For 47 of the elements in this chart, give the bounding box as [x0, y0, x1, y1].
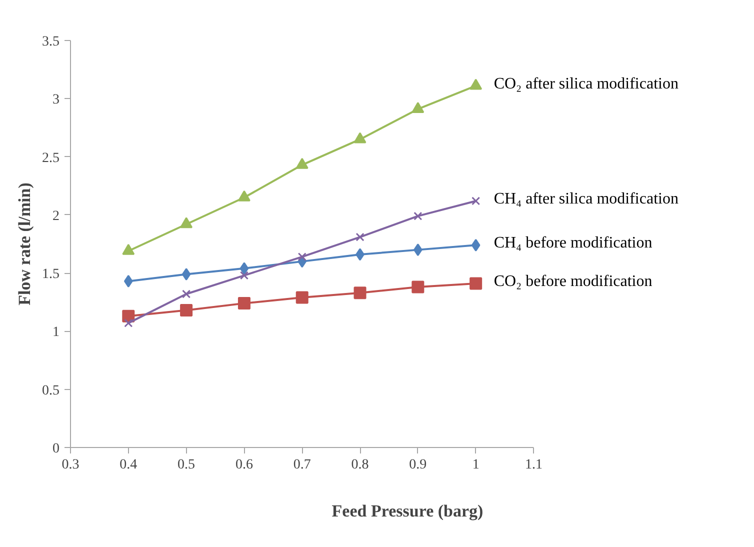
- x-axis-title: Feed Pressure (barg): [332, 502, 484, 520]
- point: [296, 291, 308, 304]
- series-label: CH₄ before modification: [494, 234, 652, 252]
- point: [238, 297, 250, 310]
- y-tick-label: 2: [52, 208, 60, 224]
- y-tick-label: 2.5: [42, 150, 60, 166]
- point: [124, 274, 133, 288]
- point: [296, 158, 308, 169]
- series-label: CO₂ after silica modification: [494, 75, 678, 92]
- point: [180, 304, 193, 317]
- x-tick-label: 1: [472, 458, 480, 472]
- point: [356, 232, 364, 242]
- x-tick-label: 0.3: [62, 458, 80, 472]
- y-tick-label: 1: [52, 325, 60, 340]
- y-tick-label: 3.5: [42, 34, 60, 50]
- x-tick-label: 0.9: [409, 458, 427, 472]
- x-tick-label: 0.6: [235, 458, 253, 472]
- x-tick-label: 0.4: [120, 458, 138, 472]
- point: [354, 286, 366, 300]
- point: [240, 271, 248, 280]
- x-tick-label: 0.5: [178, 458, 196, 472]
- point: [122, 244, 135, 255]
- point: [238, 190, 250, 202]
- point: [470, 277, 482, 290]
- point: [182, 290, 191, 298]
- point: [182, 268, 191, 280]
- point: [354, 132, 366, 144]
- x-tick-label: 0.7: [293, 458, 311, 472]
- point: [412, 102, 424, 114]
- point: [180, 217, 193, 228]
- y-tick-label: 0.5: [42, 383, 60, 398]
- point: [470, 78, 482, 90]
- point: [124, 318, 133, 328]
- point: [471, 238, 480, 252]
- y-axis-title: Flow rate (l/min): [15, 182, 34, 306]
- point: [412, 280, 424, 294]
- y-tick-label: 3: [52, 92, 60, 108]
- point: [414, 212, 422, 220]
- y-tick-label: 1.5: [42, 267, 60, 282]
- x-tick-label: 0.8: [351, 458, 369, 472]
- point: [240, 262, 249, 275]
- point: [298, 252, 306, 262]
- point: [472, 196, 480, 206]
- series-label: CH₄ after silica modification: [494, 190, 678, 208]
- series-label: CO₂ before modification: [494, 273, 652, 290]
- y-tick-label: 0: [52, 442, 60, 456]
- x-tick-label: 1.1: [524, 458, 542, 472]
